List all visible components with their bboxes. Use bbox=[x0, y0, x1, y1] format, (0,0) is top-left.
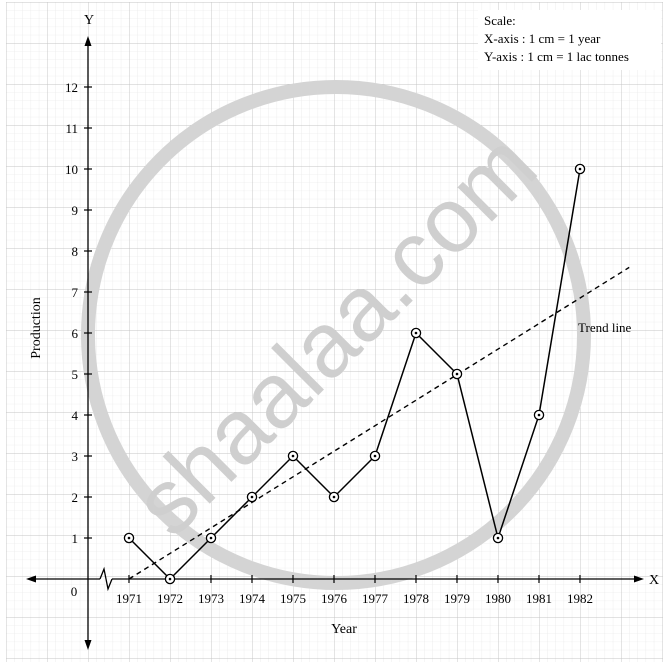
y-axis-title: Production bbox=[29, 297, 44, 358]
x-axis-break bbox=[99, 566, 113, 592]
x-tick-label: 1978 bbox=[403, 591, 429, 606]
data-point-center bbox=[127, 536, 131, 540]
y-tick-label: 9 bbox=[72, 203, 79, 218]
data-point-center bbox=[373, 454, 377, 458]
data-point-center bbox=[578, 167, 582, 171]
x-axis-arrow-left bbox=[26, 575, 36, 583]
scale-note-title: Scale: bbox=[484, 13, 516, 28]
x-ticks: 1971 1972 1973 1974 1975 1976 1977 1978 1979 1980… bbox=[116, 575, 593, 606]
data-point-center bbox=[209, 536, 213, 540]
y-axis-arrow-up bbox=[84, 36, 92, 46]
y-tick-label: 1 bbox=[72, 531, 79, 546]
origin-label: 0 bbox=[71, 584, 78, 599]
x-tick-label: 1972 bbox=[157, 591, 183, 606]
data-point-center bbox=[332, 495, 336, 499]
y-tick-label: 12 bbox=[65, 80, 78, 95]
series-group bbox=[123, 163, 586, 585]
x-tick-label: 1971 bbox=[116, 591, 142, 606]
x-tick-label: 1977 bbox=[362, 591, 389, 606]
data-point-center bbox=[291, 454, 295, 458]
x-axis-arrow-right bbox=[634, 575, 644, 583]
trend-line-group: Trend line bbox=[128, 266, 632, 580]
scale-note-x: X-axis : 1 cm = 1 year bbox=[484, 31, 601, 46]
series-line bbox=[128, 168, 581, 581]
data-point-center bbox=[455, 372, 459, 376]
x-tick-label: 1976 bbox=[321, 591, 348, 606]
data-point-center bbox=[496, 536, 500, 540]
x-tick-label: 1973 bbox=[198, 591, 224, 606]
data-point-center bbox=[537, 413, 541, 417]
y-tick-label: 10 bbox=[65, 162, 78, 177]
x-tick-label: 1980 bbox=[485, 591, 511, 606]
scale-note: Scale: X-axis : 1 cm = 1 year Y-axis : 1… bbox=[478, 10, 661, 70]
x-tick-label: 1975 bbox=[280, 591, 306, 606]
y-tick-label: 11 bbox=[65, 121, 78, 136]
x-tick-label: 1981 bbox=[526, 591, 552, 606]
y-tick-label: 3 bbox=[72, 449, 79, 464]
x-axis-title: Year bbox=[331, 622, 357, 637]
axes: Y X 0 Year Production bbox=[26, 13, 659, 650]
y-tick-label: 8 bbox=[72, 244, 79, 259]
x-tick-label: 1982 bbox=[567, 591, 593, 606]
y-tick-label: 6 bbox=[72, 326, 79, 341]
data-point-center bbox=[414, 331, 418, 335]
scale-note-background bbox=[478, 10, 661, 70]
y-tick-label: 2 bbox=[72, 490, 79, 505]
data-point-center bbox=[250, 495, 254, 499]
data-point-center bbox=[168, 577, 172, 581]
trend-line-label: Trend line bbox=[578, 320, 632, 335]
y-axis-letter: Y bbox=[84, 13, 94, 28]
x-tick-label: 1979 bbox=[444, 591, 470, 606]
scale-note-y: Y-axis : 1 cm = 1 lac tonnes bbox=[484, 49, 629, 64]
x-axis-letter: X bbox=[649, 573, 659, 588]
y-axis-arrow-down bbox=[84, 640, 92, 650]
x-tick-label: 1974 bbox=[239, 591, 266, 606]
y-tick-label: 5 bbox=[72, 367, 79, 382]
y-tick-label: 7 bbox=[72, 285, 79, 300]
y-tick-label: 4 bbox=[72, 408, 79, 423]
